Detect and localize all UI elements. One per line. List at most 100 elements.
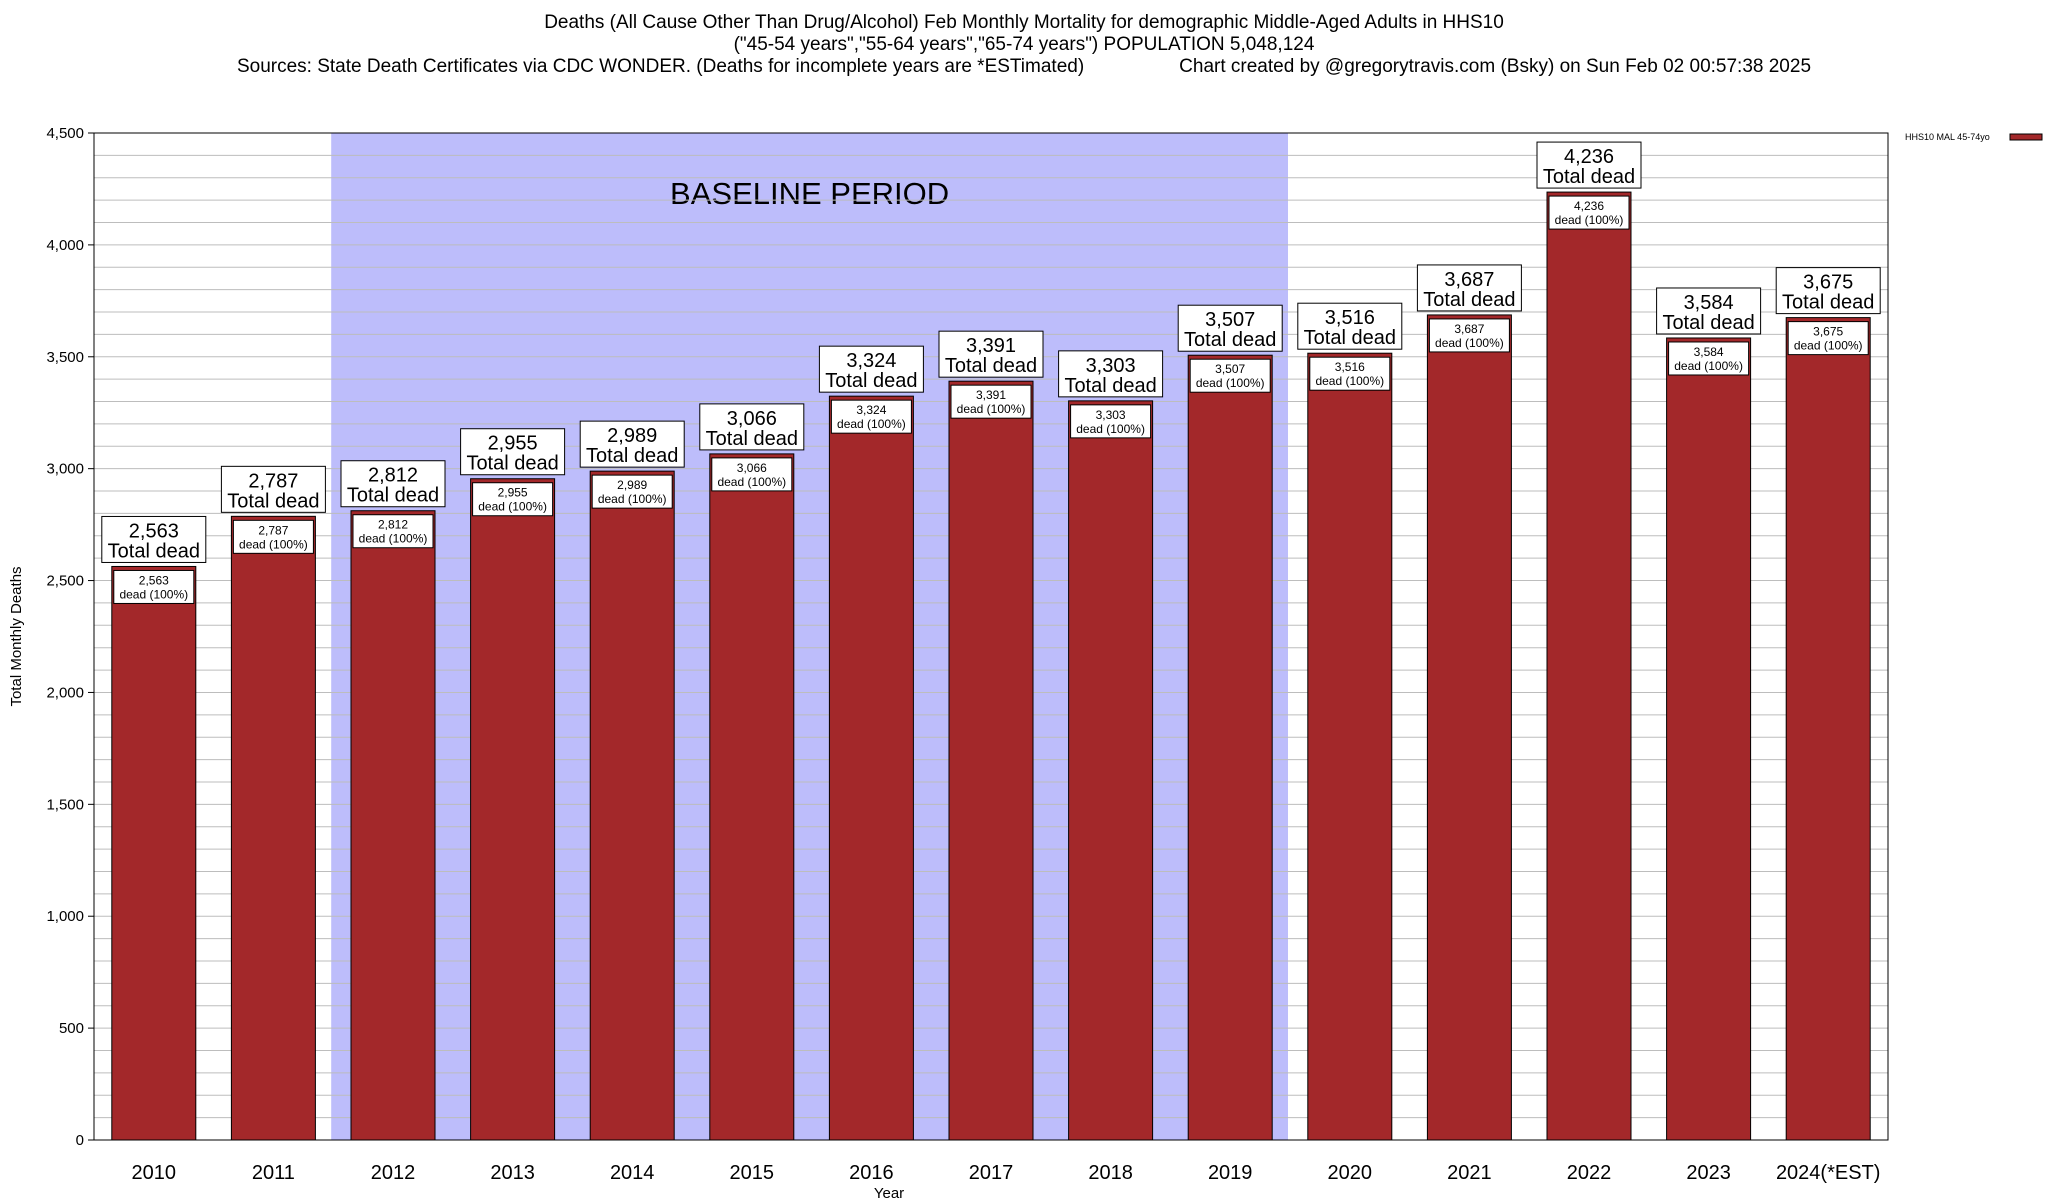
bar-total-value-label: 3,507 — [1205, 309, 1255, 331]
bar-inner-suffix-label: dead (100%) — [1196, 376, 1265, 390]
y-tick-label: 2,000 — [46, 684, 84, 701]
bar-total-label-box — [818, 345, 924, 393]
bar — [828, 395, 914, 1141]
bar — [589, 470, 675, 1141]
baseline-region-label: BASELINE PERIOD — [670, 176, 949, 211]
x-tick-label: 2013 — [490, 1162, 535, 1184]
bar-total-label-box — [1656, 287, 1762, 335]
bar-total-value-label: 3,303 — [1086, 355, 1136, 377]
bar — [1187, 354, 1273, 1141]
y-axis-label: Total Monthly Deaths — [8, 566, 25, 706]
legend-swatch — [2009, 133, 2043, 141]
x-tick-label: 2015 — [730, 1162, 775, 1184]
bar-total-label-box — [579, 420, 685, 468]
bar-total-label-box — [1297, 302, 1403, 350]
x-tick-label: 2014 — [610, 1162, 655, 1184]
bar-inner-label-box — [352, 514, 434, 549]
x-tick-label: 2017 — [969, 1162, 1014, 1184]
bar — [948, 380, 1034, 1141]
bar-total-label-box — [1775, 267, 1881, 315]
bar-inner-value-label: 2,812 — [378, 518, 408, 532]
chart-sources: Sources: State Death Certificates via CD… — [236, 56, 1085, 77]
bar-total-suffix-label: Total dead — [1184, 329, 1276, 351]
bar-inner-label-box — [1548, 195, 1630, 230]
bar-inner-suffix-label: dead (100%) — [1076, 422, 1145, 436]
bar-inner-label-box — [711, 457, 793, 492]
bar-total-suffix-label: Total dead — [108, 540, 200, 562]
bar-total-value-label: 2,787 — [248, 470, 298, 492]
bar-inner-label-box — [591, 474, 673, 509]
y-tick-label: 1,500 — [46, 796, 84, 813]
bar — [1068, 400, 1154, 1141]
bar-inner-suffix-label: dead (100%) — [478, 500, 547, 514]
bar-inner-label-box — [113, 569, 195, 604]
bar — [111, 565, 197, 1141]
bar-total-value-label: 2,989 — [607, 425, 657, 447]
bar-inner-label-box — [1428, 318, 1510, 353]
x-tick-label: 2020 — [1328, 1162, 1373, 1184]
bar-total-label-box — [340, 460, 446, 508]
x-tick-label: 2012 — [371, 1162, 416, 1184]
x-tick-label: 2019 — [1208, 1162, 1253, 1184]
bar-total-value-label: 3,687 — [1444, 269, 1494, 291]
bar-inner-value-label: 3,687 — [1454, 322, 1484, 336]
bar-total-suffix-label: Total dead — [347, 485, 439, 507]
bar-inner-value-label: 3,516 — [1335, 360, 1365, 374]
bar-total-suffix-label: Total dead — [1662, 312, 1754, 334]
bar-inner-value-label: 2,563 — [139, 573, 169, 587]
bar-inner-label-box — [1189, 358, 1271, 393]
x-tick-label: 2016 — [849, 1162, 894, 1184]
bar-total-suffix-label: Total dead — [825, 370, 917, 392]
bar-total-value-label: 3,324 — [846, 350, 896, 372]
bar-total-label-box — [460, 428, 566, 476]
bar-inner-suffix-label: dead (100%) — [1555, 213, 1624, 227]
legend-label: HHS10 MAL 45-74yo — [1905, 132, 1990, 142]
bar-total-suffix-label: Total dead — [1064, 375, 1156, 397]
bar-total-value-label: 2,812 — [368, 465, 418, 487]
bar — [1546, 191, 1632, 1141]
bar-total-label-box — [1177, 304, 1283, 352]
bar-inner-suffix-label: dead (100%) — [239, 537, 308, 551]
chart-title: Deaths (All Cause Other Than Drug/Alcoho… — [544, 12, 1504, 33]
chart-subtitle: ("45-54 years","55-64 years","65-74 year… — [733, 34, 1315, 55]
axis-labels-layer: 0 500 1,000 1,500 2,000 2,500 3,000 3,500 4,000 4… — [8, 125, 1880, 1200]
chart-credit: Chart created by @gregorytravis.com (Bsk… — [1179, 56, 1812, 77]
x-tick-label: 2023 — [1686, 1162, 1731, 1184]
bar-total-value-label: 2,563 — [129, 520, 179, 542]
chart-titles: Deaths (All Cause Other Than Drug/Alcoho… — [0, 12, 2048, 78]
bar-inner-suffix-label: dead (100%) — [1794, 339, 1863, 353]
bar — [1307, 352, 1393, 1141]
y-tick-label: 2,500 — [46, 573, 84, 590]
bar-total-suffix-label: Total dead — [1304, 327, 1396, 349]
bar — [230, 515, 316, 1141]
y-tick-label: 4,500 — [46, 125, 84, 142]
bar-inner-suffix-label: dead (100%) — [359, 532, 428, 546]
bar-inner-value-label: 2,955 — [498, 486, 528, 500]
bar-total-value-label: 3,516 — [1325, 307, 1375, 329]
bar-total-value-label: 3,584 — [1684, 292, 1734, 314]
bar — [350, 510, 436, 1141]
bar-inner-value-label: 2,787 — [258, 523, 288, 537]
y-tick-label: 500 — [59, 1020, 84, 1037]
x-tick-label: 2010 — [132, 1162, 177, 1184]
bar-inner-suffix-label: dead (100%) — [837, 417, 906, 431]
bar-total-value-label: 2,955 — [488, 433, 538, 455]
bar-total-value-label: 4,236 — [1564, 146, 1614, 168]
bar-total-label-box — [220, 465, 326, 513]
plot-frame — [93, 132, 1889, 1141]
legend: HHS10 MAL 45-74yo — [1905, 132, 2043, 142]
